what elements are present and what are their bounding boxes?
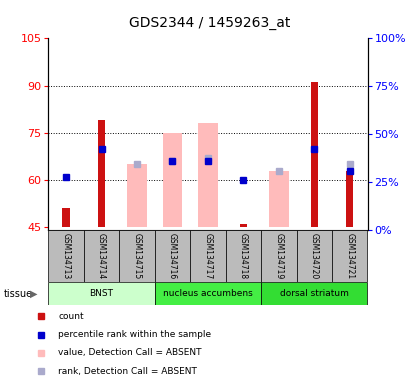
Text: GSM134713: GSM134713 xyxy=(62,233,71,280)
Text: GSM134714: GSM134714 xyxy=(97,233,106,280)
Text: value, Detection Call = ABSENT: value, Detection Call = ABSENT xyxy=(58,348,202,357)
Text: GSM134717: GSM134717 xyxy=(203,233,213,280)
Text: BNST: BNST xyxy=(89,289,113,298)
Text: ▶: ▶ xyxy=(30,289,38,299)
Bar xyxy=(226,230,261,282)
Text: percentile rank within the sample: percentile rank within the sample xyxy=(58,330,211,339)
Text: rank, Detection Call = ABSENT: rank, Detection Call = ABSENT xyxy=(58,367,197,376)
Bar xyxy=(240,224,247,227)
Bar xyxy=(119,230,155,282)
Text: GSM134720: GSM134720 xyxy=(310,233,319,280)
Bar xyxy=(155,282,261,305)
Text: GSM134716: GSM134716 xyxy=(168,233,177,280)
Text: GDS2344 / 1459263_at: GDS2344 / 1459263_at xyxy=(129,16,291,30)
Bar xyxy=(198,123,218,227)
Bar xyxy=(332,230,368,282)
Bar xyxy=(84,230,119,282)
Bar xyxy=(311,83,318,227)
Bar xyxy=(63,209,70,227)
Text: tissue: tissue xyxy=(4,289,33,299)
Bar xyxy=(190,230,226,282)
Text: GSM134718: GSM134718 xyxy=(239,233,248,280)
Bar xyxy=(261,230,297,282)
Bar xyxy=(98,120,105,227)
Bar xyxy=(163,133,182,227)
Text: count: count xyxy=(58,312,84,321)
Bar xyxy=(297,230,332,282)
Text: GSM134721: GSM134721 xyxy=(345,233,354,280)
Text: GSM134715: GSM134715 xyxy=(132,233,142,280)
Bar xyxy=(48,230,84,282)
Bar xyxy=(127,164,147,227)
Bar xyxy=(155,230,190,282)
Bar xyxy=(346,170,353,227)
Text: nucleus accumbens: nucleus accumbens xyxy=(163,289,253,298)
Text: dorsal striatum: dorsal striatum xyxy=(280,289,349,298)
Bar xyxy=(269,170,289,227)
Bar xyxy=(48,282,155,305)
Bar xyxy=(261,282,368,305)
Text: GSM134719: GSM134719 xyxy=(274,233,284,280)
